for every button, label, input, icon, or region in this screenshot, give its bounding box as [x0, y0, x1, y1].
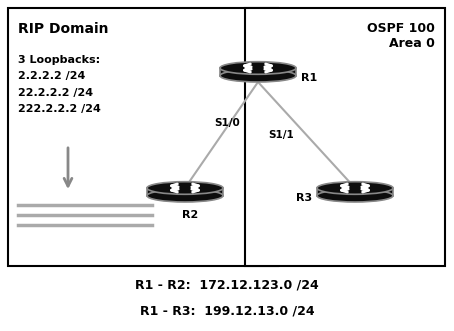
Text: R1 - R2:  172.12.123.0 /24: R1 - R2: 172.12.123.0 /24 [135, 278, 319, 291]
FancyBboxPatch shape [8, 8, 278, 266]
Text: RIP Domain: RIP Domain [18, 22, 109, 36]
FancyBboxPatch shape [245, 8, 445, 266]
Ellipse shape [147, 182, 223, 194]
FancyBboxPatch shape [220, 68, 296, 76]
Text: R3: R3 [296, 193, 312, 203]
FancyBboxPatch shape [317, 188, 393, 196]
FancyBboxPatch shape [147, 188, 223, 196]
Text: OSPF 100
Area 0: OSPF 100 Area 0 [367, 22, 435, 50]
Ellipse shape [317, 182, 393, 194]
Ellipse shape [220, 70, 296, 82]
Text: S1/0: S1/0 [214, 118, 240, 128]
Text: S1/1: S1/1 [268, 130, 294, 140]
Text: R1: R1 [301, 73, 317, 83]
Text: R1 - R3:  199.12.13.0 /24: R1 - R3: 199.12.13.0 /24 [140, 305, 314, 318]
Text: R2: R2 [182, 210, 198, 220]
Text: 3 Loopbacks:
2.2.2.2 /24
22.2.2.2 /24
222.2.2.2 /24: 3 Loopbacks: 2.2.2.2 /24 22.2.2.2 /24 22… [18, 55, 101, 114]
Ellipse shape [317, 189, 393, 202]
Ellipse shape [147, 189, 223, 202]
Ellipse shape [220, 62, 296, 74]
